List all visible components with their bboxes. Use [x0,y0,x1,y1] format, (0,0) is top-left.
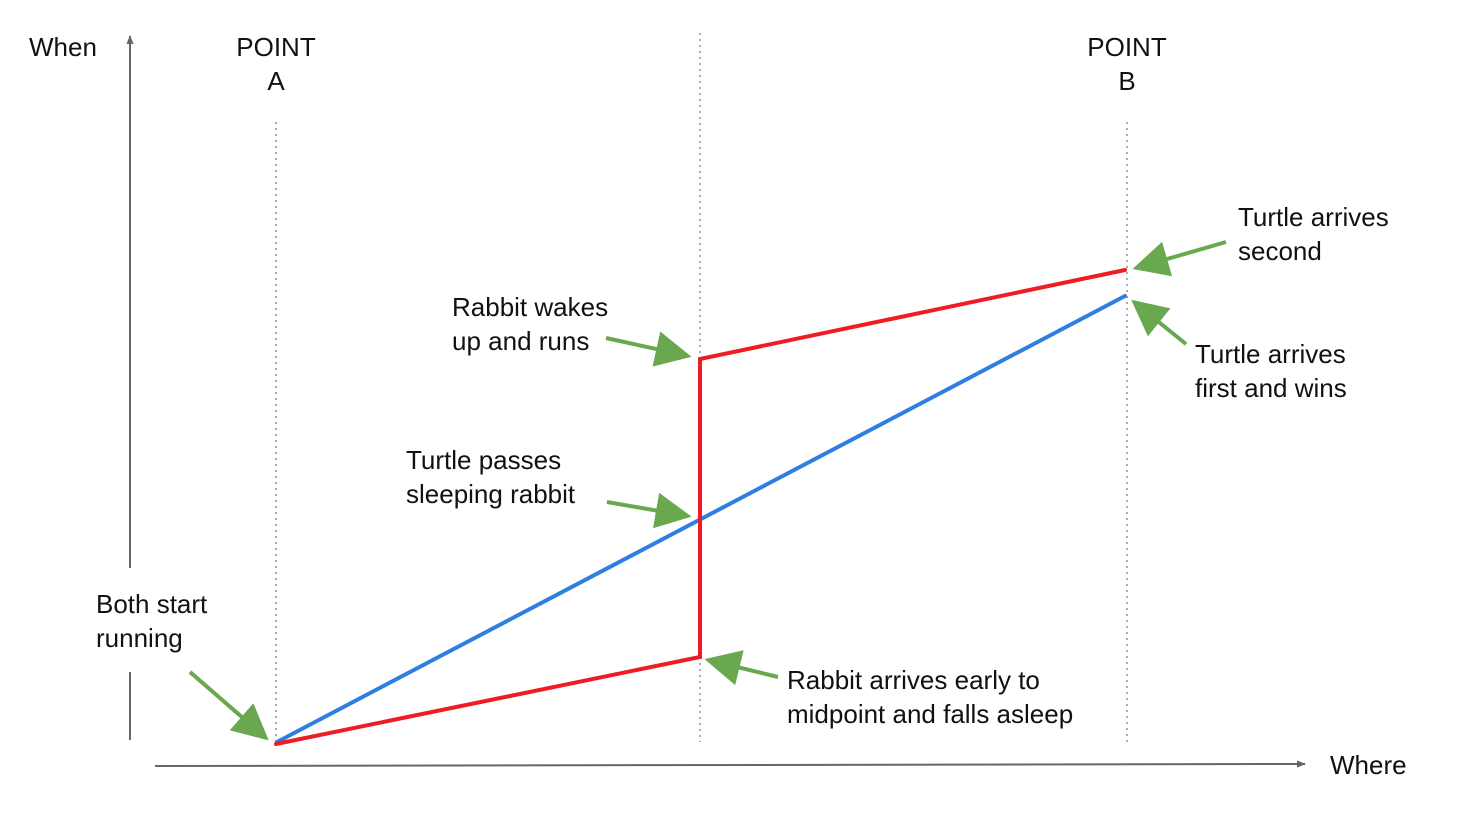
annotation-both-start-line1: Both start [96,589,208,619]
annotation-turtle-passes: Turtle passes sleeping rabbit [406,443,575,511]
annotation-rabbit-wakes-line2: up and runs [452,326,590,356]
arrow-both-start [188,670,269,741]
annotation-rabbit-arrives-mid-line1: Rabbit arrives early to [787,665,1040,695]
annotation-turtle-second: Turtle arrives second [1238,200,1389,268]
annotation-turtle-second-line2: second [1238,236,1322,266]
x-axis [154,760,1306,768]
point-b-line1: POINT [1087,32,1167,62]
annotation-rabbit-wakes-line1: Rabbit wakes [452,292,609,322]
arrow-rabbit-wakes [605,331,692,367]
annotation-turtle-second-line1: Turtle arrives [1238,202,1389,232]
x-axis-label: Where [1330,750,1407,780]
point-a-line2: A [267,66,285,96]
annotation-turtle-passes-line1: Turtle passes [406,445,562,475]
y-axis-label: When [29,32,97,62]
annotation-both-start: Both start running [96,587,207,655]
arrow-turtle-second [1132,240,1227,277]
annotation-turtle-first-line1: Turtle arrives [1195,339,1346,369]
point-b-label: POINT B [1067,30,1187,98]
annotation-rabbit-wakes: Rabbit wakes up and runs [452,290,608,358]
annotation-turtle-first: Turtle arrives first and wins [1195,337,1347,405]
annotation-rabbit-arrives-mid: Rabbit arrives early to midpoint and fal… [787,663,1073,731]
annotation-turtle-first-line2: first and wins [1195,373,1347,403]
point-b-line2: B [1118,66,1136,96]
arrow-turtle-passes [606,492,692,529]
annotation-rabbit-arrives-mid-line2: midpoint and falls asleep [787,699,1074,729]
annotation-turtle-passes-line2: sleeping rabbit [406,479,576,509]
point-a-label: POINT A [216,30,336,98]
point-a-line1: POINT [236,32,316,62]
rabbit-path [274,268,1127,746]
annotation-both-start-line2: running [96,623,183,653]
arrow-turtle-first [1131,299,1188,346]
arrow-rabbit-arrives-mid [704,650,779,686]
